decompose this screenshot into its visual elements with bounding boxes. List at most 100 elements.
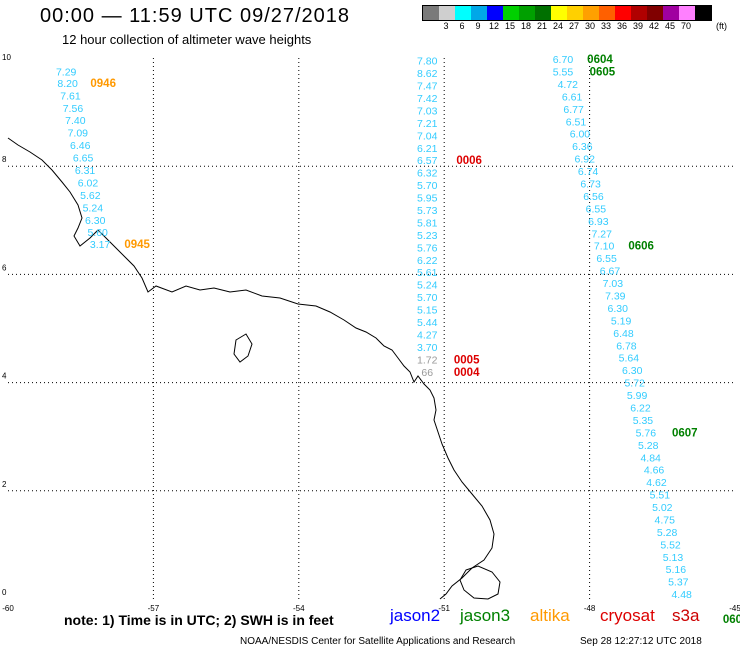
wave-height-label: 5.24 bbox=[417, 280, 438, 292]
wave-height-label: 5.23 bbox=[417, 230, 438, 242]
color-swatch bbox=[695, 6, 711, 20]
wave-height-label: 7.40 bbox=[65, 115, 86, 127]
lat-tick-label: 6 bbox=[2, 263, 7, 272]
wave-height-label: 6.55 bbox=[596, 253, 617, 265]
wave-height-label: 3.70 bbox=[417, 342, 438, 354]
wave-height-label: 7.29 bbox=[56, 67, 77, 79]
color-swatch bbox=[487, 6, 503, 20]
legend-item-jason3: jason3 bbox=[460, 606, 511, 625]
island-outline bbox=[459, 565, 501, 600]
wave-height-label: 5.70 bbox=[417, 180, 438, 192]
color-scale-tick-label: 21 bbox=[536, 21, 547, 31]
wave-height-label: 5.76 bbox=[417, 242, 438, 254]
wave-height-label: 5.52 bbox=[660, 539, 681, 551]
map-title: 00:00 — 11:59 UTC 09/27/2018 bbox=[40, 5, 351, 27]
wave-height-label: 66 bbox=[421, 367, 433, 379]
generated-timestamp: Sep 28 12:27:12 UTC 2018 bbox=[580, 636, 702, 647]
wave-height-label: 6.22 bbox=[630, 402, 651, 414]
wave-height-label: 4.27 bbox=[417, 329, 438, 341]
wave-height-label: 7.42 bbox=[417, 93, 438, 105]
wave-height-label: 5.24 bbox=[83, 202, 104, 214]
legend-item-s3a: s3a bbox=[672, 606, 700, 625]
wave-height-label: 5.60 bbox=[87, 227, 108, 239]
color-swatch bbox=[567, 6, 583, 20]
lat-tick-label: 8 bbox=[2, 155, 7, 164]
wave-height-label: 5.19 bbox=[611, 315, 632, 327]
wave-height-label: 6.51 bbox=[566, 116, 587, 128]
wave-height-label: 8.62 bbox=[417, 68, 438, 80]
wave-height-label: 7.10 bbox=[594, 241, 615, 253]
wave-height-label: 6.21 bbox=[417, 143, 438, 155]
wave-height-label: 4.84 bbox=[640, 452, 661, 464]
color-swatch bbox=[535, 6, 551, 20]
legend-item-jason2: jason2 bbox=[390, 606, 441, 625]
color-swatch bbox=[615, 6, 631, 20]
color-scale-tick-label: 12 bbox=[488, 21, 499, 31]
wave-height-label: 7.47 bbox=[417, 81, 438, 93]
wave-height-label: 5.55 bbox=[553, 67, 574, 79]
wave-height-label: 7.61 bbox=[60, 90, 81, 102]
color-swatch bbox=[631, 6, 647, 20]
lon-tick-label: -45 bbox=[729, 604, 740, 613]
color-scale-tick-label: 33 bbox=[600, 21, 611, 31]
wave-height-label: 6.55 bbox=[586, 203, 607, 215]
lat-tick-label: 0 bbox=[2, 588, 7, 597]
lon-tick-label: -54 bbox=[293, 604, 305, 613]
wave-height-label: 4.66 bbox=[644, 465, 665, 477]
wave-height-label: 7.04 bbox=[417, 130, 438, 142]
wave-height-label: 4.62 bbox=[646, 477, 667, 489]
color-scale-tick-label: 42 bbox=[648, 21, 659, 31]
color-scale-tick-label: 6 bbox=[459, 21, 465, 31]
wave-height-label: 6.00 bbox=[570, 129, 591, 141]
color-scale-tick-label: 24 bbox=[552, 21, 563, 31]
color-swatch bbox=[679, 6, 695, 20]
pass-time-label: 0946 bbox=[90, 78, 116, 90]
pass-time-label: 0006 bbox=[456, 155, 482, 167]
pass-time-label: 0605 bbox=[590, 67, 616, 79]
wave-height-label: 5.35 bbox=[633, 415, 654, 427]
wave-height-label: 6.36 bbox=[572, 141, 593, 153]
wave-height-label: 6.30 bbox=[85, 215, 106, 227]
wave-height-label: 6.77 bbox=[563, 104, 584, 116]
legend-item-cryosat: cryosat bbox=[600, 606, 655, 625]
color-swatch bbox=[583, 6, 599, 20]
wave-height-label: 6.78 bbox=[616, 340, 637, 352]
wave-height-label: 6.30 bbox=[622, 365, 643, 377]
pass-time-label: 0604 bbox=[587, 54, 613, 66]
color-scale-swatches bbox=[422, 5, 712, 21]
wave-height-label: 4.72 bbox=[558, 79, 579, 91]
wave-height-label: 5.76 bbox=[636, 427, 657, 439]
wave-height-label: 6.31 bbox=[75, 165, 96, 177]
color-swatch bbox=[423, 6, 439, 20]
wave-height-label: 6.73 bbox=[580, 179, 601, 191]
color-scale-unit: (ft) bbox=[716, 21, 727, 31]
wave-height-label: 5.02 bbox=[652, 502, 673, 514]
color-swatch bbox=[647, 6, 663, 20]
lon-tick-label: -48 bbox=[584, 604, 596, 613]
color-scale-tick-label: 30 bbox=[584, 21, 595, 31]
pass-time-label: 0608 bbox=[723, 614, 740, 626]
wave-height-label: 1.72 bbox=[417, 354, 438, 366]
wave-height-label: 6.30 bbox=[607, 303, 628, 315]
pass-time-label: 0005 bbox=[454, 354, 480, 366]
wave-height-label: 6.65 bbox=[73, 153, 94, 165]
wave-height-label: 6.48 bbox=[613, 328, 634, 340]
lon-tick-label: -60 bbox=[2, 604, 14, 613]
wave-height-label: 6.67 bbox=[600, 266, 621, 278]
color-swatch bbox=[455, 6, 471, 20]
wave-height-label: 5.70 bbox=[417, 292, 438, 304]
lat-tick-label: 4 bbox=[2, 372, 7, 381]
wave-height-label: 5.37 bbox=[668, 577, 689, 589]
color-swatch bbox=[599, 6, 615, 20]
wave-height-label: 7.03 bbox=[603, 278, 624, 290]
wave-height-label: 6.22 bbox=[417, 255, 438, 267]
wave-height-label: 8.20 bbox=[57, 78, 78, 90]
wave-height-label: 5.16 bbox=[666, 564, 687, 576]
lake-outline bbox=[233, 333, 253, 363]
wave-height-label: 7.39 bbox=[605, 290, 626, 302]
color-swatch bbox=[551, 6, 567, 20]
wave-height-label: 6.92 bbox=[575, 154, 596, 166]
legend-item-altika: altika bbox=[530, 606, 570, 625]
wave-height-label: 5.62 bbox=[80, 190, 101, 202]
